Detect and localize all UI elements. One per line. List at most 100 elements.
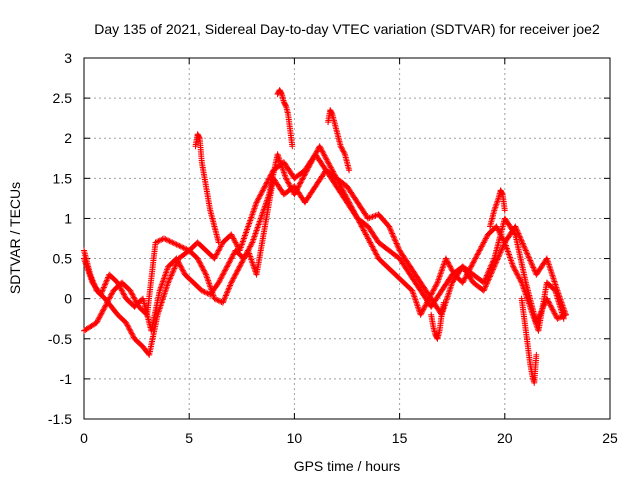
data-point-marker <box>395 246 402 253</box>
data-point-marker <box>117 284 124 291</box>
data-point-marker <box>410 292 417 299</box>
data-point-marker <box>170 240 177 247</box>
data-point-marker <box>329 168 336 175</box>
data-point-marker <box>308 159 315 166</box>
data-point-marker <box>445 260 452 267</box>
data-point-marker <box>242 230 249 237</box>
data-point-marker <box>202 270 209 277</box>
data-point-marker <box>228 231 235 238</box>
data-point-marker <box>447 263 454 270</box>
data-point-marker <box>495 227 502 234</box>
data-point-marker <box>426 295 433 302</box>
data-point-marker <box>254 225 261 232</box>
data-point-marker <box>203 289 210 296</box>
data-point-marker <box>498 234 505 241</box>
data-point-marker <box>546 264 553 271</box>
data-point-marker <box>463 271 470 278</box>
data-point-marker <box>549 273 556 280</box>
data-point-marker <box>168 271 175 278</box>
data-point-marker <box>103 301 110 308</box>
data-point-marker <box>194 255 201 262</box>
data-point-marker <box>246 218 253 225</box>
data-point-marker <box>101 305 108 312</box>
data-point-marker <box>179 267 186 274</box>
data-point-marker <box>525 254 532 261</box>
data-point-marker <box>316 143 323 150</box>
data-point-marker <box>482 283 489 290</box>
data-point-marker <box>128 330 135 337</box>
data-point-marker <box>387 226 394 233</box>
data-point-marker <box>96 314 103 321</box>
data-point-marker <box>480 239 487 246</box>
data-point-marker <box>245 223 252 230</box>
data-point-marker <box>284 178 291 185</box>
data-point-marker <box>348 203 355 210</box>
data-point-marker <box>341 190 348 197</box>
data-point-marker <box>215 247 222 254</box>
data-point-marker <box>114 279 121 286</box>
data-point-marker <box>253 199 260 206</box>
data-point-marker <box>550 307 557 314</box>
data-point-marker <box>200 288 207 295</box>
data-point-marker <box>368 242 375 249</box>
data-point-marker <box>427 292 434 299</box>
data-point-marker <box>287 184 294 191</box>
data-point-marker <box>512 267 519 274</box>
chart-title: Day 135 of 2021, Sidereal Day-to-day VTE… <box>94 21 600 37</box>
data-point-marker <box>529 261 536 268</box>
data-point-marker <box>392 237 399 244</box>
data-point-marker <box>489 259 496 266</box>
data-point-marker <box>261 184 268 191</box>
data-point-marker <box>337 183 344 190</box>
data-point-marker <box>479 242 486 249</box>
data-point-marker <box>93 319 100 326</box>
data-point-marker <box>395 244 402 251</box>
data-point-marker <box>227 282 234 289</box>
data-point-marker <box>551 310 558 317</box>
data-point-marker <box>437 270 444 277</box>
data-point-marker <box>278 90 285 97</box>
data-point-marker <box>282 102 289 109</box>
data-point-marker <box>226 259 233 266</box>
data-point-marker <box>472 255 479 262</box>
data-point-marker <box>428 291 435 298</box>
data-point-marker <box>506 253 513 260</box>
data-point-marker <box>196 259 203 266</box>
data-point-marker <box>328 165 335 172</box>
data-point-marker <box>224 288 231 295</box>
data-point-marker <box>444 258 451 265</box>
data-point-marker <box>533 351 540 358</box>
data-point-marker <box>507 256 514 263</box>
data-point-marker <box>311 153 318 160</box>
x-tick-label: 25 <box>602 430 618 446</box>
data-point-marker <box>439 266 446 273</box>
data-point-marker <box>519 240 526 247</box>
data-point-marker <box>335 179 342 186</box>
data-point-marker <box>513 270 520 277</box>
data-point-marker <box>102 280 109 287</box>
series-track-a <box>81 151 569 358</box>
y-axis-label: SDTVAR / TECUs <box>7 182 23 294</box>
data-point-marker <box>478 243 485 250</box>
data-point-marker <box>104 298 111 305</box>
data-point-marker <box>102 303 109 310</box>
data-point-marker <box>240 235 247 242</box>
data-point-marker <box>247 255 254 262</box>
data-point-marker <box>506 251 513 258</box>
data-point-marker <box>298 178 305 185</box>
data-point-marker <box>227 256 234 263</box>
data-point-marker <box>365 235 372 242</box>
data-point-marker <box>438 267 445 274</box>
data-point-marker <box>163 268 170 275</box>
data-point-marker <box>371 247 378 254</box>
data-point-marker <box>157 286 164 293</box>
data-point-marker <box>157 284 164 291</box>
data-point-marker <box>340 148 347 155</box>
data-point-marker <box>229 234 236 241</box>
data-point-marker <box>126 326 133 333</box>
data-point-marker <box>531 267 538 274</box>
data-point-marker <box>218 274 225 281</box>
data-point-marker <box>491 205 498 212</box>
data-point-marker <box>222 293 229 300</box>
